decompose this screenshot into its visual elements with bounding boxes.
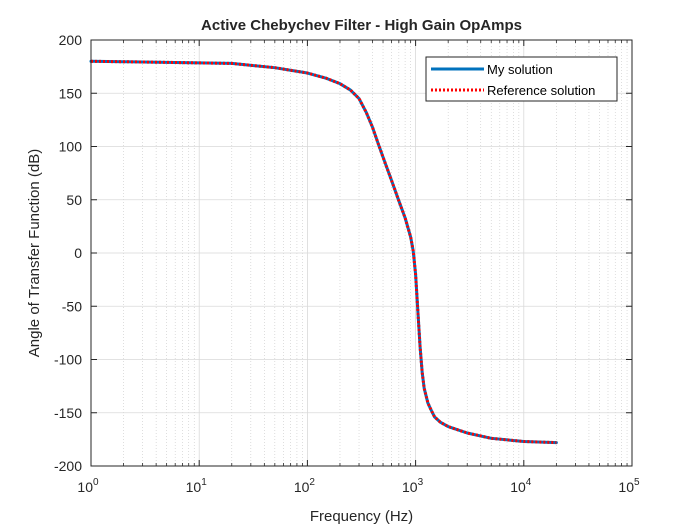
x-axis-label: Frequency (Hz) — [310, 508, 413, 525]
legend-label-reference-solution: Reference solution — [487, 83, 595, 98]
y-tick-label: -150 — [54, 405, 82, 421]
x-tick-label: 104 — [510, 477, 532, 495]
x-tick-label: 102 — [294, 477, 316, 495]
grid — [90, 39, 633, 467]
legend: My solution Reference solution — [425, 56, 618, 102]
series-line-reference-solution — [90, 59, 557, 445]
y-axis-label: Angle of Transfer Function (dB) — [26, 149, 43, 357]
x-tick-label: 105 — [618, 477, 640, 495]
legend-box — [425, 56, 618, 102]
y-tick-label: 200 — [59, 32, 83, 48]
x-tick-label: 103 — [402, 477, 424, 495]
y-tick-label: 0 — [74, 245, 82, 261]
y-tick-label: -50 — [62, 298, 82, 314]
y-tick-label: 50 — [66, 192, 82, 208]
y-tick-label: 100 — [59, 139, 83, 155]
plot-lines — [89, 59, 558, 445]
chart-title: Active Chebychev Filter - High Gain OpAm… — [201, 17, 522, 34]
x-tick-label: 100 — [77, 477, 99, 495]
y-tick-label: -100 — [54, 352, 82, 368]
y-tick-label: 150 — [59, 85, 83, 101]
y-tick-label: -200 — [54, 458, 82, 474]
legend-label-my-solution: My solution — [487, 62, 553, 77]
x-tick-label: 101 — [186, 477, 208, 495]
y-tick-labels: 200 150 100 50 0 -50 -100 -150 -200 — [54, 32, 82, 474]
axis-ticks — [90, 39, 633, 467]
x-tick-labels: 100 101 102 103 104 105 — [77, 477, 640, 495]
